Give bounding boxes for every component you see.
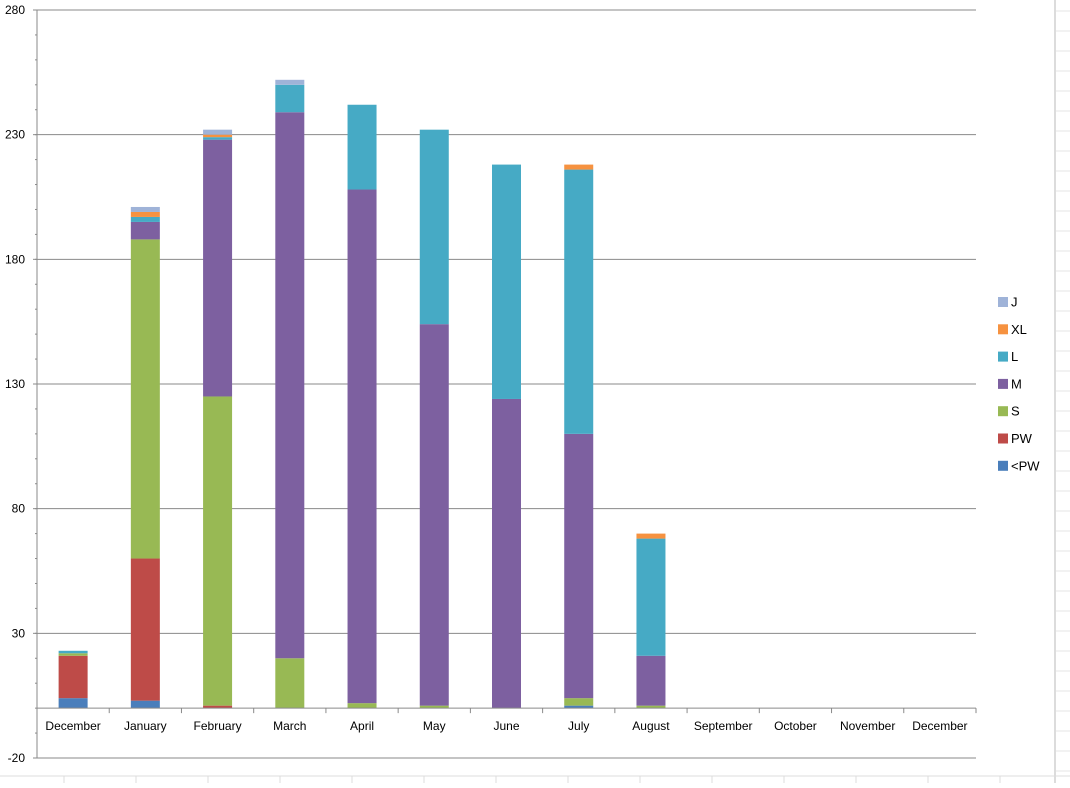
x-tick-label: December (45, 719, 100, 733)
bar-segment (347, 104, 377, 190)
x-tick-label: April (350, 719, 374, 733)
legend-swatch (998, 297, 1008, 307)
bar-segment (203, 705, 233, 709)
x-tick-label: October (774, 719, 817, 733)
y-tick-label: 80 (12, 502, 26, 516)
bar-segment (130, 239, 160, 559)
bar-segment (347, 703, 377, 709)
bar-segment (58, 698, 88, 709)
bar-segment (492, 398, 521, 709)
bar-segment (203, 134, 233, 138)
y-tick-label: -20 (8, 751, 26, 765)
bar-segment (130, 206, 160, 212)
bar-segment (419, 705, 449, 709)
bar-segment (636, 705, 666, 709)
bar-segment (58, 650, 88, 654)
bar-segment (347, 189, 377, 704)
bar-segment (564, 433, 594, 699)
bar-segment (130, 211, 160, 217)
bar-segment (203, 396, 233, 706)
bar-segment (564, 164, 594, 170)
bar-segment (203, 139, 233, 397)
legend-label: S (1011, 404, 1020, 419)
y-tick-label: 130 (5, 377, 25, 391)
x-tick-label: June (493, 719, 519, 733)
legend-swatch (998, 433, 1008, 444)
x-tick-label: January (124, 719, 167, 733)
x-tick-label: August (632, 719, 670, 733)
bar-segment (130, 216, 160, 222)
legend-swatch (998, 378, 1008, 389)
legend-label: M (1011, 376, 1022, 391)
y-tick-label: 280 (5, 3, 25, 17)
legend-label: J (1011, 295, 1018, 310)
bar-segment (58, 653, 88, 656)
legend-swatch (998, 406, 1008, 417)
bar-segment (419, 129, 449, 325)
bar-segment (636, 655, 666, 706)
x-tick-label: May (423, 719, 446, 733)
legend-swatch (998, 324, 1008, 335)
x-tick-label: February (194, 719, 242, 733)
bar-segment (564, 698, 594, 706)
x-tick-label: July (568, 719, 589, 733)
bar-segment (130, 700, 160, 709)
legend-swatch (998, 351, 1008, 362)
x-tick-label: September (694, 719, 753, 733)
x-tick-label: December (912, 719, 967, 733)
bar-segment (58, 655, 88, 699)
bar-segment (564, 169, 594, 434)
bar-segment (203, 129, 233, 135)
y-tick-label: 180 (5, 252, 25, 266)
bar-segment (492, 164, 521, 399)
bar-segment (203, 137, 233, 140)
bar-segment (275, 84, 305, 113)
legend-label: XL (1011, 322, 1027, 337)
x-tick-label: November (840, 719, 895, 733)
legend-label: <PW (1011, 458, 1040, 473)
bar-segment (419, 324, 449, 706)
y-tick-label: 30 (12, 626, 26, 640)
bar-segment (275, 112, 305, 659)
bar-segment (130, 221, 160, 240)
bar-segment (636, 538, 666, 656)
x-tick-label: March (273, 719, 306, 733)
legend-swatch (998, 460, 1008, 471)
bar-segment (636, 533, 666, 539)
bar-segment (275, 79, 305, 85)
y-tick-label: 230 (5, 128, 25, 142)
legend-label: L (1011, 349, 1018, 364)
legend-label: PW (1011, 431, 1033, 446)
bar-segment (275, 658, 305, 709)
bar-segment (130, 558, 160, 701)
bar-segment (564, 705, 594, 709)
